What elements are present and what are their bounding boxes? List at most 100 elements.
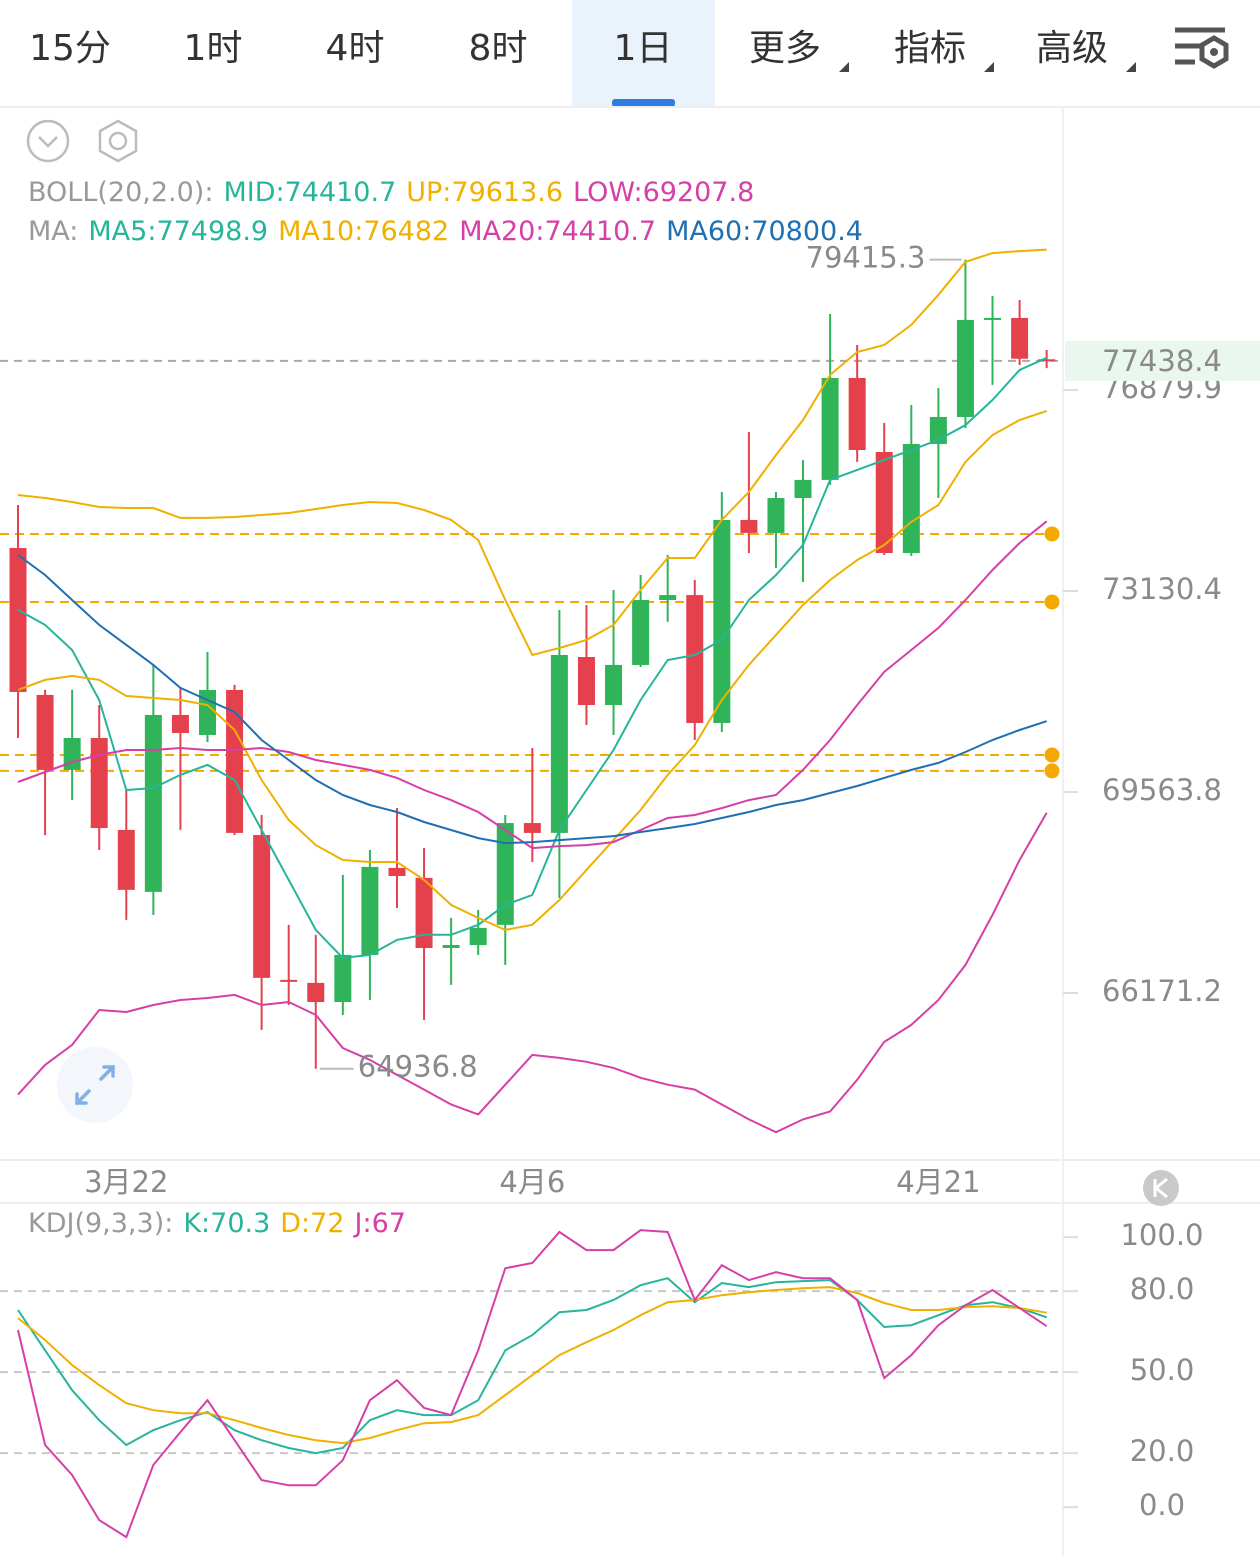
price-line-handle[interactable] — [1044, 594, 1060, 610]
legend-value: 79613.6 — [451, 177, 563, 208]
candle-body — [956, 319, 974, 417]
indicator-line — [17, 812, 1048, 1134]
tab-menu-arrow — [984, 62, 994, 72]
candle-body — [1038, 359, 1056, 362]
legend-value: 72 — [310, 1208, 344, 1239]
legend-value: 67 — [372, 1208, 406, 1239]
low-annotation: 64936.8 — [358, 1050, 478, 1084]
candle-body — [794, 479, 812, 499]
legend: BOLL(20,2.0): MID:74410.7 UP:79613.6 LOW:69… — [28, 177, 754, 208]
candle-body — [713, 519, 731, 723]
tab-label[interactable]: 8时 — [469, 28, 528, 69]
indicator-line — [17, 520, 1048, 850]
candle-body — [875, 451, 893, 554]
kline-toggle-icon[interactable] — [1143, 1170, 1179, 1206]
indicator-line — [17, 554, 1048, 845]
tab-menu-arrow — [1126, 62, 1136, 72]
x-tick-label: 4月6 — [499, 1165, 565, 1199]
legend-value: 70800.4 — [751, 216, 863, 247]
indicator-line — [17, 1286, 1047, 1445]
candle-body — [550, 654, 568, 833]
x-tick-label: 4月21 — [896, 1165, 980, 1199]
tab-label[interactable]: 1时 — [184, 28, 243, 69]
candle-body — [659, 595, 677, 601]
active-tab-underline — [612, 99, 675, 107]
indicator-settings-icon[interactable] — [98, 119, 138, 163]
candle-body — [388, 867, 406, 876]
legend-value: 74410.7 — [285, 177, 397, 208]
current-price-tag — [1065, 340, 1260, 381]
indicator-line — [17, 409, 1048, 931]
tab-label[interactable]: 4时 — [326, 28, 385, 69]
legend-value: 76482 — [363, 216, 449, 247]
candle-body — [848, 377, 866, 451]
legend-name: MA60: — [666, 216, 751, 247]
active-tab-bg — [572, 0, 715, 107]
legend-name: MA20: — [459, 216, 544, 247]
price-line-handle[interactable] — [1044, 526, 1060, 542]
candle-body — [577, 657, 595, 706]
tab-label[interactable]: 15分 — [29, 28, 111, 69]
candle-body — [496, 823, 514, 925]
settings-icon[interactable] — [1175, 27, 1229, 69]
y-tick-label: 100.0 — [1120, 1218, 1203, 1252]
x-tick-label: 3月22 — [84, 1165, 168, 1199]
y-tick-label: 80.0 — [1130, 1272, 1195, 1306]
candle-body — [307, 982, 325, 1003]
legend-label: KDJ(9,3,3): — [28, 1208, 173, 1239]
legend-name: J: — [353, 1208, 372, 1239]
legend-name: UP: — [406, 177, 451, 208]
candle-body — [605, 664, 623, 706]
tab-label[interactable]: 高级 — [1036, 28, 1108, 69]
candle-body — [280, 979, 298, 982]
legend-name: K: — [183, 1208, 210, 1239]
legend-label: BOLL(20,2.0): — [28, 177, 213, 208]
legend: MA: MA5:77498.9 MA10:76482 MA20:74410.7 MA60… — [28, 216, 863, 247]
candle-body — [686, 595, 704, 723]
current-price-label: 77438.4 — [1102, 344, 1222, 378]
indicator-line — [17, 248, 1047, 657]
legend-name: MA10: — [278, 216, 363, 247]
candle-body — [334, 954, 352, 1003]
y-tick-label: 73130.4 — [1102, 572, 1222, 606]
candle-body — [767, 498, 785, 533]
legend-value: 69207.8 — [643, 177, 755, 208]
legend: KDJ(9,3,3): K:70.3 D:72 J:67 — [28, 1208, 406, 1239]
legend-name: MA5: — [88, 216, 156, 247]
candle-body — [90, 737, 108, 829]
legend-value: 74410.7 — [544, 216, 656, 247]
candle-body — [902, 443, 920, 554]
candle-body — [415, 877, 433, 949]
price-line-handle[interactable] — [1044, 747, 1060, 763]
candle-body — [469, 927, 487, 946]
y-tick-label: 0.0 — [1139, 1488, 1185, 1522]
candle-body — [117, 829, 135, 890]
candle-body — [253, 835, 271, 978]
candle-body — [442, 945, 460, 949]
legend-value: 70.3 — [210, 1208, 270, 1239]
y-tick-label: 20.0 — [1130, 1434, 1195, 1468]
candle-body — [36, 694, 54, 770]
y-tick-label: 69563.8 — [1102, 773, 1222, 807]
legend-name: D: — [280, 1208, 310, 1239]
price-line-handle[interactable] — [1044, 763, 1060, 779]
legend-name: LOW: — [573, 177, 643, 208]
legend-name: MID: — [223, 177, 284, 208]
candle-body — [1011, 317, 1029, 359]
tab-label[interactable]: 1日 — [614, 28, 673, 69]
tab-label[interactable]: 指标 — [894, 28, 966, 69]
expand-icon[interactable] — [57, 1047, 133, 1123]
candle-body — [523, 823, 541, 833]
y-tick-label: 66171.2 — [1102, 974, 1222, 1008]
candle-body — [144, 714, 162, 892]
tab-label[interactable]: 更多 — [749, 28, 821, 69]
candle-body — [740, 519, 758, 533]
candle-body — [171, 714, 189, 733]
y-tick-label: 50.0 — [1130, 1353, 1195, 1387]
legend-label: MA: — [28, 216, 78, 247]
collapse-icon[interactable] — [26, 119, 70, 163]
indicator-line — [17, 356, 1048, 960]
candle-body — [63, 737, 81, 770]
